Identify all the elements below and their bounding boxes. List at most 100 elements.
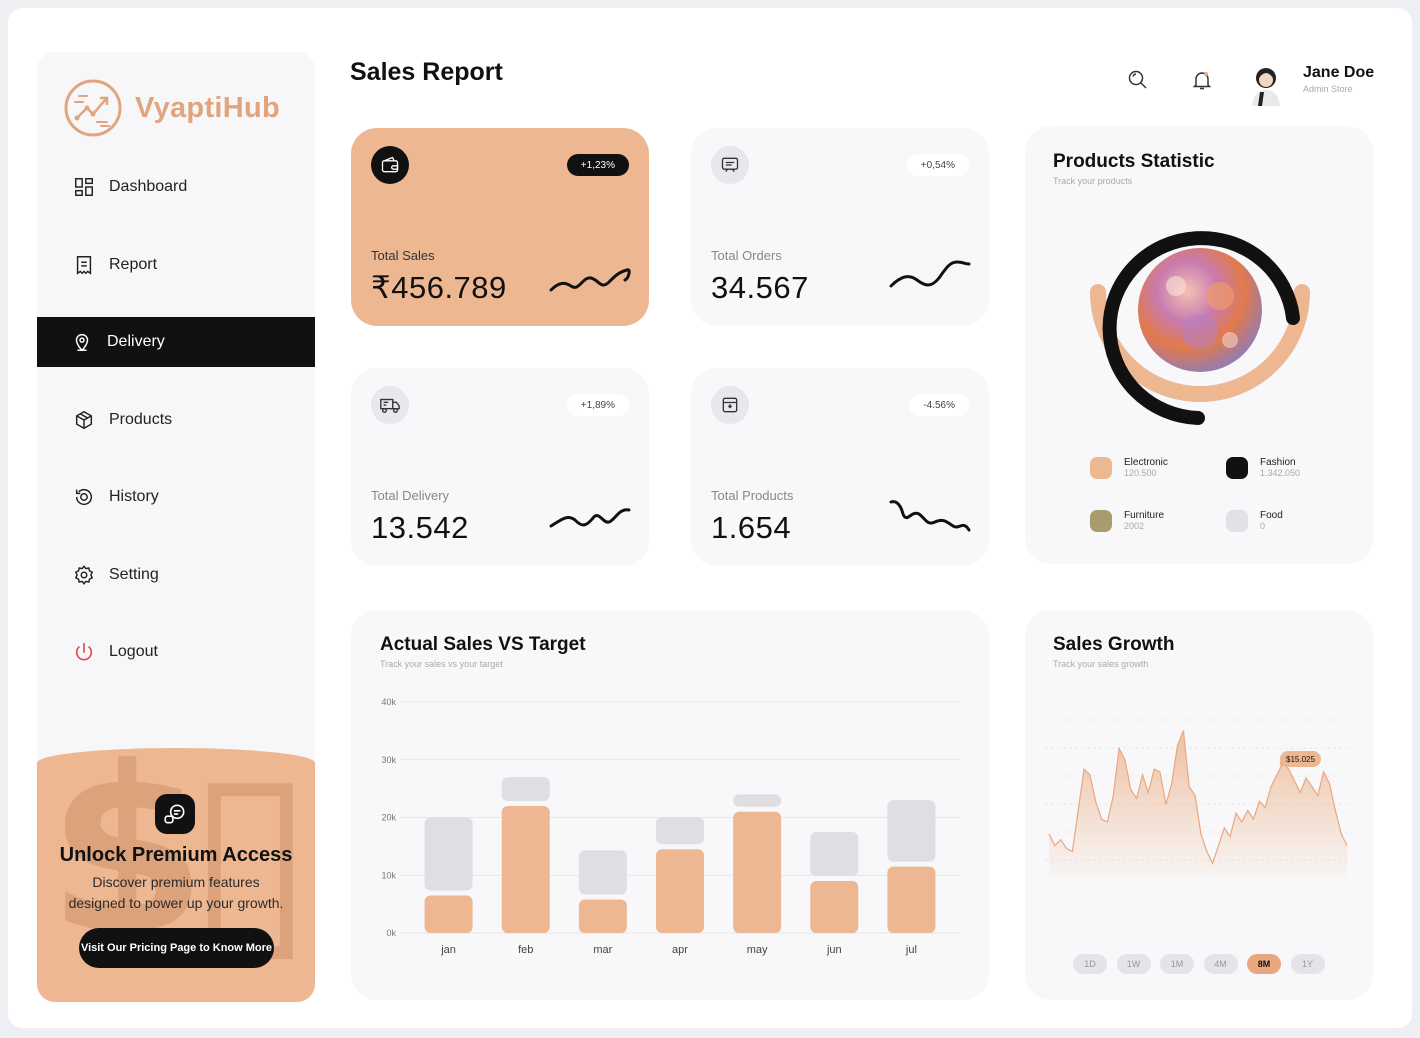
sales-vs-target-title: Actual Sales VS Target [380, 634, 586, 655]
x-tick-label: jun [826, 944, 842, 956]
legend-electronic[interactable]: Electronic 120.500 [1090, 457, 1168, 479]
range-button-4m[interactable]: 4M [1203, 954, 1238, 974]
products-statistic-title: Products Statistic [1053, 151, 1215, 172]
stat-card-total-delivery[interactable]: +1,89% Total Delivery 13.542 [351, 368, 649, 566]
stat-value: 13.542 [371, 510, 469, 545]
bar-target-jul[interactable] [887, 800, 936, 862]
y-tick-label: 40k [381, 697, 396, 707]
legend-swatch [1090, 510, 1112, 532]
sidebar-item-products[interactable]: Products [37, 395, 315, 445]
range-button-1m[interactable]: 1M [1160, 954, 1194, 974]
bar-actual-apr[interactable] [656, 849, 704, 933]
change-badge: +0,54% [906, 154, 969, 176]
bar-actual-jul[interactable] [887, 866, 936, 933]
range-button-1d[interactable]: 1D [1073, 954, 1107, 974]
area-fill [1049, 730, 1347, 878]
bar-actual-feb[interactable] [501, 805, 550, 933]
power-icon [75, 642, 93, 661]
legend-name: Electronic [1124, 457, 1168, 468]
sidebar-item-label: History [109, 488, 159, 505]
x-tick-label: jan [440, 944, 456, 956]
user-role: Admin Store [1303, 84, 1353, 94]
y-tick-label: 30k [381, 755, 396, 765]
stat-value: 34.567 [711, 270, 809, 305]
legend-name: Fashion [1260, 457, 1296, 468]
sales-vs-target-subtitle: Track your sales vs your target [380, 659, 503, 669]
bar-target-mar[interactable] [578, 850, 627, 895]
legend-swatch [1090, 457, 1112, 479]
products-statistic-subtitle: Track your products [1053, 176, 1133, 186]
report-icon [76, 256, 92, 275]
stat-card-total-products[interactable]: -4.56% Total Products 1.654 [691, 368, 989, 566]
bar-actual-jan[interactable] [424, 895, 473, 933]
y-tick-label: 0k [386, 928, 396, 938]
y-tick-label: 10k [381, 870, 396, 880]
change-badge: -4.56% [909, 394, 969, 416]
promo-title: Unlock Premium Access [59, 844, 293, 866]
bar-target-jan[interactable] [424, 817, 473, 891]
legend-swatch [1226, 510, 1248, 532]
legend-food[interactable]: Food 0 [1226, 510, 1283, 532]
sales-vs-target-card [351, 610, 989, 1000]
sidebar-item-dashboard[interactable]: Dashboard [37, 162, 315, 212]
history-icon [75, 489, 93, 506]
legend-value: 2002 [1124, 521, 1145, 531]
sidebar-item-delivery[interactable]: Delivery [37, 317, 315, 367]
dashboard-icon [75, 178, 93, 196]
sales-growth-area-chart [1045, 719, 1351, 878]
legend-fashion[interactable]: Fashion 1.342.050 [1226, 457, 1300, 479]
brand-name: VyaptiHub [135, 91, 281, 124]
search-icon[interactable] [1126, 68, 1150, 92]
stat-label: Total Delivery [371, 488, 450, 503]
stat-label: Total Products [711, 488, 794, 503]
bar-target-apr[interactable] [656, 817, 704, 845]
sidebar-item-label: Report [109, 256, 158, 273]
box-icon [75, 410, 93, 430]
sidebar-item-label: Products [109, 411, 173, 428]
stat-card-total-orders[interactable]: +0,54% Total Orders 34.567 [691, 128, 989, 326]
change-badge: +1,23% [566, 154, 629, 176]
range-button-1w[interactable]: 1W [1116, 954, 1151, 974]
sidebar-item-label: Dashboard [109, 178, 188, 195]
sparkline [549, 508, 631, 528]
sidebar-item-report[interactable]: Report [37, 240, 315, 290]
sales-growth-tooltip: $15.025 [1280, 751, 1321, 767]
brand-logo[interactable]: VyaptiHub [63, 78, 280, 138]
bell-icon[interactable] [1190, 68, 1214, 92]
avatar[interactable] [1246, 62, 1286, 106]
bar-actual-may[interactable] [733, 811, 782, 933]
x-tick-label: apr [672, 944, 688, 956]
range-button-1y[interactable]: 1Y [1290, 954, 1325, 974]
bar-target-feb[interactable] [501, 777, 550, 801]
sales-growth-subtitle: Track your sales growth [1053, 659, 1149, 669]
stat-label: Total Sales [371, 248, 435, 263]
bar-target-may[interactable] [733, 794, 782, 807]
sparkline [549, 268, 631, 292]
x-tick-label: feb [518, 944, 533, 956]
promo-description: Discover premium features designed to po… [68, 874, 284, 911]
sidebar-item-logout[interactable]: Logout [37, 627, 315, 677]
user-name[interactable]: Jane Doe [1303, 64, 1375, 81]
sidebar-item-setting[interactable]: Setting [37, 550, 315, 600]
legend-name: Food [1260, 510, 1283, 521]
sidebar-item-history[interactable]: History [37, 472, 315, 522]
change-badge: +1,89% [566, 394, 629, 416]
legend-value: 1.342.050 [1260, 468, 1301, 478]
sales-growth-title: Sales Growth [1053, 634, 1175, 655]
pricing-page-button[interactable]: Visit Our Pricing Page to Know More [79, 928, 274, 968]
logo-mark-icon [64, 79, 122, 137]
stat-card-total-sales[interactable]: +1,23% Total Sales ₹456.789 [351, 128, 649, 326]
area-line [1048, 730, 1348, 865]
range-button-8m[interactable]: 8M [1247, 954, 1281, 974]
bar-actual-mar[interactable] [578, 899, 627, 933]
sidebar: VyaptiHub Dashboard Report Delivery Prod… [37, 52, 315, 1002]
sparkline [889, 260, 971, 288]
legend-name: Furniture [1124, 510, 1165, 521]
sidebar-item-label: Logout [109, 643, 158, 660]
x-tick-label: jul [905, 944, 917, 956]
sales-vs-target-bar-chart: 0k 10k 20k 30k 40k jan feb mar apr may jun jul [381, 697, 960, 956]
bar-target-jun[interactable] [810, 831, 859, 877]
legend-furniture[interactable]: Furniture 2002 [1090, 510, 1164, 532]
bar-actual-jun[interactable] [810, 881, 859, 933]
package-icon [711, 386, 749, 424]
